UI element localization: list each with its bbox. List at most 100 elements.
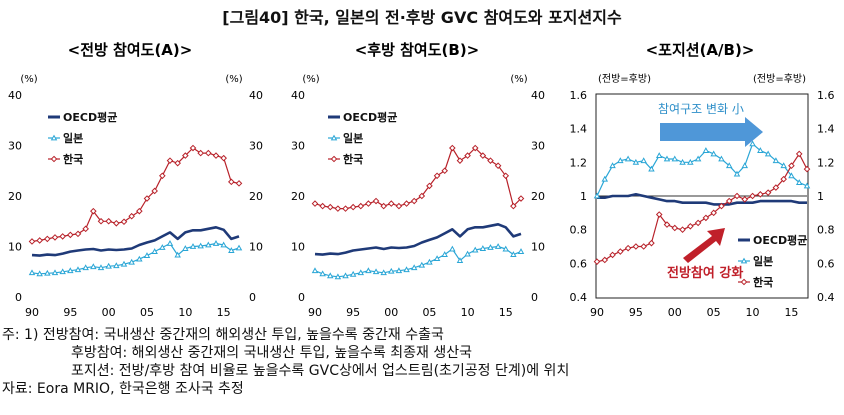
source-text: 자료: Eora MRIO, 한국은행 조사국 추정	[2, 381, 244, 397]
x-tick-label: 15	[217, 306, 231, 319]
data-point	[593, 192, 601, 199]
data-point	[601, 175, 609, 182]
data-point	[151, 248, 158, 254]
data-point	[136, 255, 143, 262]
data-point	[702, 214, 710, 222]
data-point	[593, 258, 601, 265]
data-point	[74, 266, 82, 273]
x-tick-label: 95	[346, 306, 360, 319]
series-line-2	[596, 143, 808, 197]
data-point	[795, 179, 803, 185]
data-point	[44, 235, 51, 243]
y-tick-label-left: 10	[8, 241, 22, 254]
legend-label: 한국	[753, 275, 773, 289]
data-point	[128, 212, 135, 220]
data-point	[319, 202, 326, 210]
data-point	[441, 251, 448, 257]
y-tick-label-left: 0	[15, 291, 22, 304]
data-point	[319, 270, 326, 277]
note-line-1: 주: 1) 전방참여: 국내생산 중간재의 해외생산 투입, 높을수록 중간재 …	[2, 326, 569, 344]
data-point	[449, 245, 456, 252]
data-point	[788, 172, 795, 179]
legend-label: 일본	[753, 254, 773, 268]
data-point	[694, 155, 702, 162]
data-point	[733, 192, 741, 200]
data-point	[403, 266, 410, 273]
y-tick-label-left: 0.4	[570, 291, 588, 304]
data-point	[205, 241, 212, 248]
data-point	[51, 234, 59, 241]
x-tick-label: 10	[178, 306, 192, 319]
data-point	[725, 162, 733, 169]
data-point	[640, 243, 647, 250]
series-line-3	[31, 147, 240, 242]
data-point	[418, 261, 426, 268]
data-point	[410, 264, 418, 271]
data-point	[326, 203, 334, 211]
data-point	[764, 189, 772, 196]
data-point	[380, 269, 387, 276]
data-point	[671, 224, 679, 232]
chart-title: <포지션(A/B)>	[646, 41, 755, 59]
data-point	[609, 162, 616, 169]
legend-label: 일본	[343, 131, 363, 145]
data-point	[741, 196, 749, 203]
data-point	[624, 244, 632, 252]
data-point	[687, 158, 694, 165]
data-point	[441, 167, 449, 175]
note-backward: 후방참여: 해외생산 중간재의 국내생산 투입, 높을수록 최종재 생산국	[71, 345, 472, 361]
data-point	[349, 270, 357, 277]
y-tick-label-right: 20	[249, 190, 263, 203]
data-point	[395, 202, 403, 210]
data-point	[632, 158, 640, 165]
data-point	[502, 172, 510, 180]
data-point	[357, 202, 365, 210]
data-point	[433, 172, 441, 180]
chart-title: <전방 참여도(A)>	[68, 41, 193, 59]
data-point	[694, 219, 702, 227]
data-point	[464, 152, 471, 159]
data-point	[380, 202, 387, 210]
data-point	[741, 162, 749, 169]
data-point	[82, 264, 89, 271]
data-point	[749, 192, 756, 200]
data-point	[718, 202, 725, 210]
legend-label: OECD평균	[753, 233, 807, 247]
x-tick-label: 90	[308, 306, 322, 319]
data-point	[648, 165, 655, 172]
data-point	[702, 147, 710, 153]
data-point	[617, 157, 624, 164]
series-line-1	[31, 226, 240, 257]
data-point	[36, 237, 43, 244]
x-tick-label: 10	[461, 306, 475, 319]
legend-marker	[740, 257, 748, 264]
note-line-3: 포지션: 전방/후방 참여 비율로 높을수록 GVC상에서 업스트림(초기공정 …	[2, 362, 569, 380]
data-point	[113, 219, 120, 227]
data-point	[44, 269, 51, 276]
data-point	[479, 245, 487, 251]
data-point	[67, 267, 74, 274]
y-tick-label-right: 40	[531, 89, 545, 102]
data-point	[59, 233, 66, 240]
note-position: 포지션: 전방/후방 참여 비율로 높을수록 GVC상에서 업스트림(초기공정 …	[71, 363, 570, 379]
data-point	[410, 197, 418, 205]
arrow-icon	[660, 117, 763, 147]
data-point	[803, 165, 811, 173]
data-point	[655, 152, 663, 159]
legend-marker	[740, 278, 748, 286]
data-point	[617, 248, 624, 255]
data-point	[510, 251, 517, 257]
x-tick-label: 10	[746, 306, 760, 319]
x-tick-label: 00	[668, 306, 682, 319]
x-tick-label: 90	[590, 306, 604, 319]
legend-label: 일본	[63, 131, 83, 145]
data-point	[97, 217, 105, 225]
data-point	[648, 239, 655, 247]
data-point	[663, 155, 671, 162]
data-point	[166, 240, 174, 246]
data-point	[311, 200, 319, 207]
y-unit-right: (%)	[225, 74, 242, 85]
y-unit-left: (전방=후방)	[598, 73, 651, 85]
data-point	[679, 158, 686, 165]
